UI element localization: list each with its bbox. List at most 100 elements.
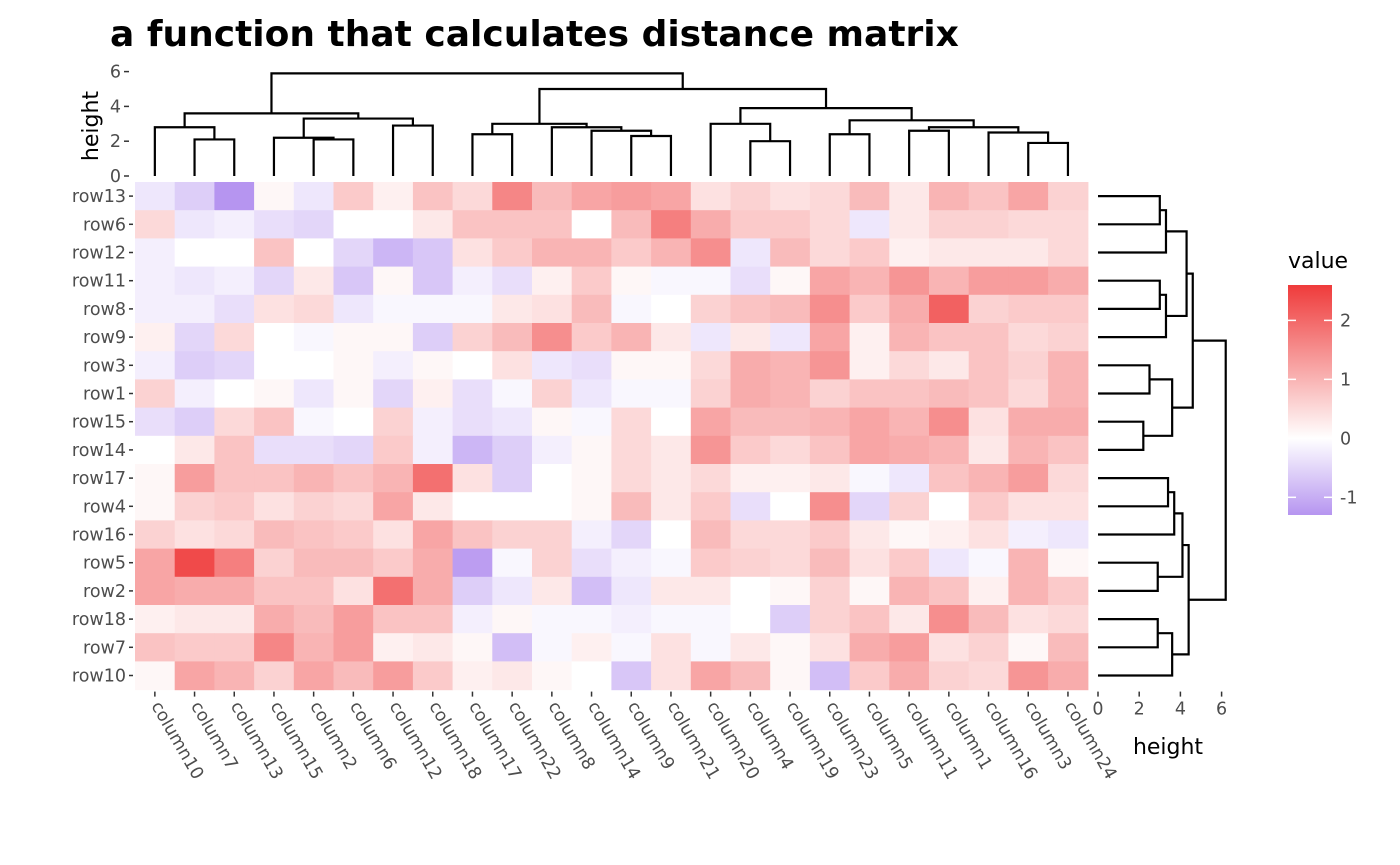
heatmap-cell	[929, 492, 970, 521]
row-dendrogram-link	[1098, 561, 1159, 592]
heatmap-cell	[809, 238, 851, 268]
heatmap-cell	[730, 548, 771, 578]
heatmap-cell	[214, 661, 255, 691]
heatmap-cell	[254, 605, 295, 634]
heatmap-cell	[1048, 633, 1089, 662]
heatmap-cell	[333, 661, 374, 691]
heatmap-cell	[611, 605, 652, 634]
heatmap-cell	[690, 210, 732, 239]
heatmap-cell	[532, 605, 573, 634]
heatmap-cell	[412, 605, 454, 634]
heatmap-cell	[412, 379, 454, 409]
heatmap-cell	[254, 633, 295, 662]
heatmap-cell	[293, 182, 335, 211]
row-label: row17	[72, 469, 126, 489]
legend-colorbar	[1288, 285, 1332, 515]
heatmap-cell	[214, 323, 255, 352]
heatmap-cell	[412, 435, 454, 465]
heatmap-cell	[293, 605, 335, 634]
heatmap-cell	[889, 605, 930, 634]
heatmap-cell	[690, 633, 732, 662]
heatmap-cell	[849, 323, 890, 352]
heatmap-cell	[809, 435, 851, 465]
heatmap-cell	[1008, 407, 1049, 437]
heatmap-cell	[571, 576, 612, 606]
heatmap-cell	[770, 210, 811, 239]
heatmap-cell	[611, 210, 652, 239]
heatmap-cell	[254, 464, 295, 493]
heatmap-cell	[174, 576, 215, 606]
heatmap-cell	[571, 182, 612, 211]
heatmap-cell	[1048, 407, 1089, 437]
heatmap-cell	[730, 633, 771, 662]
legend-tick-label: 2	[1340, 311, 1351, 331]
heatmap-cell	[770, 605, 811, 634]
heatmap-cell	[770, 492, 811, 521]
heatmap-cell	[968, 633, 1009, 662]
heatmap-cell	[492, 238, 533, 268]
heatmap-cell	[968, 238, 1009, 268]
row-dendrogram-link	[1098, 632, 1174, 677]
heatmap-cell	[889, 407, 930, 437]
heatmap-cell	[174, 548, 215, 578]
heatmap-cell	[214, 464, 255, 493]
heatmap-cell	[135, 548, 176, 578]
heatmap-cell	[968, 435, 1009, 465]
heatmap-cell	[135, 351, 176, 380]
col-dend-tick-label: 0	[110, 167, 121, 187]
heatmap-cell	[174, 266, 215, 296]
heatmap-cell	[135, 661, 176, 691]
heatmap-cell	[770, 323, 811, 352]
heatmap-cell	[254, 323, 295, 352]
heatmap-cell	[968, 351, 1009, 380]
heatmap-cell	[849, 294, 890, 324]
heatmap-cell	[809, 520, 851, 550]
heatmap-cell	[254, 294, 295, 324]
column-dendrogram-link	[908, 129, 950, 176]
heatmap-cell	[293, 351, 335, 380]
heatmap-cell	[412, 464, 454, 493]
heatmap-cell	[412, 323, 454, 352]
heatmap-cell	[333, 351, 374, 380]
heatmap-cell	[1048, 520, 1089, 550]
heatmap-cell	[1048, 351, 1089, 380]
heatmap-cell	[651, 210, 692, 239]
row-dendrogram-link	[1172, 543, 1190, 656]
heatmap-cell	[492, 210, 533, 239]
heatmap-cell	[452, 548, 493, 578]
heatmap-cell	[611, 435, 652, 465]
heatmap-cell	[651, 548, 692, 578]
heatmap-cell	[929, 605, 970, 634]
heatmap-cell	[254, 435, 295, 465]
heatmap-cell	[651, 323, 692, 352]
heatmap-cell	[1048, 548, 1089, 578]
heatmap-cell	[174, 238, 215, 268]
heatmap-cell	[412, 238, 454, 268]
column-dendrogram-link	[550, 126, 623, 176]
heatmap-cell	[889, 323, 930, 352]
heatmap-cell	[809, 351, 851, 380]
heatmap-cell	[1008, 605, 1049, 634]
heatmap-cell	[611, 492, 652, 521]
column-dendrogram-link	[491, 122, 588, 135]
heatmap-cell	[532, 661, 573, 691]
heatmap-cell	[174, 492, 215, 521]
heatmap-cell	[174, 351, 215, 380]
heatmap-cell	[770, 407, 811, 437]
heatmap-cell	[492, 435, 533, 465]
heatmap-cell	[135, 464, 176, 493]
row-label: row14	[72, 441, 126, 461]
heatmap-cell	[333, 182, 374, 211]
heatmap-cell	[611, 294, 652, 324]
heatmap-cell	[532, 435, 573, 465]
heatmap-cell	[412, 407, 454, 437]
heatmap-cell	[690, 407, 732, 437]
heatmap-cell	[770, 182, 811, 211]
heatmap-cell	[690, 520, 732, 550]
heatmap-cell	[532, 238, 573, 268]
heatmap-cell	[333, 605, 374, 634]
column-dendrogram-link	[153, 126, 216, 176]
heatmap-cell	[929, 548, 970, 578]
heatmap-cell	[373, 661, 414, 691]
heatmap-cell	[849, 435, 890, 465]
